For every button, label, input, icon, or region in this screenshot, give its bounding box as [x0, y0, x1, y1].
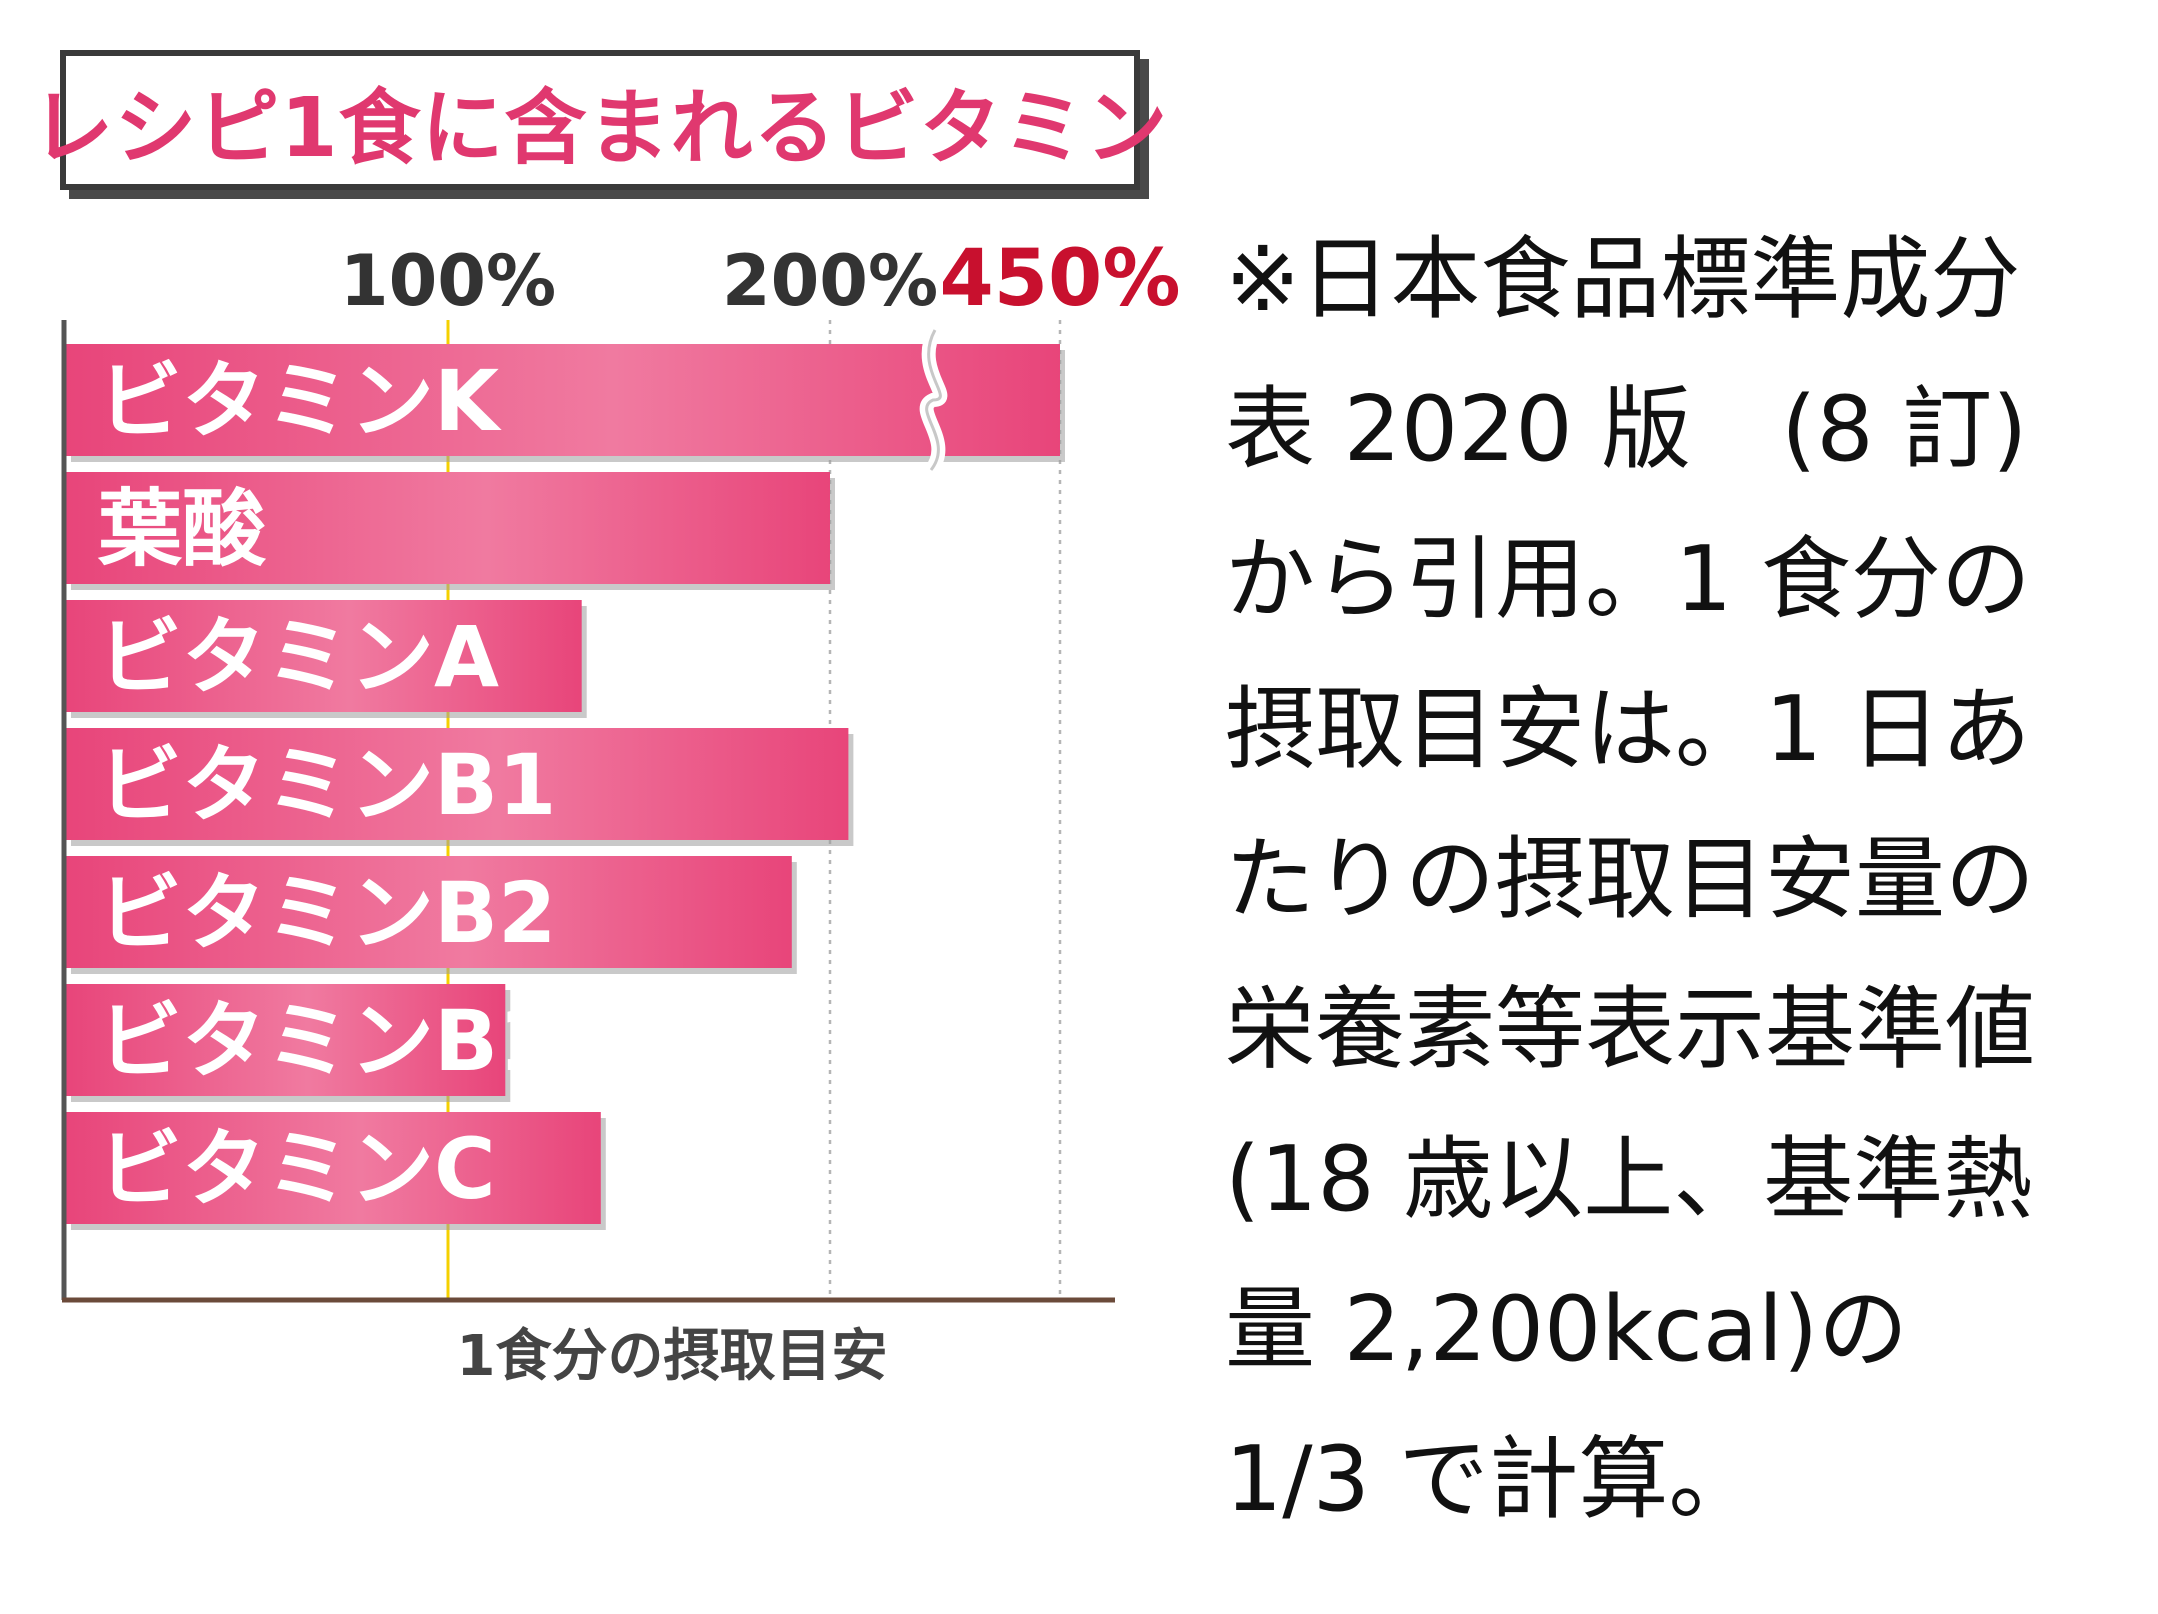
source-note: ※日本食品標準成分 表 2020 版 (8 訂) から引用。1 食分の 摂取目安…: [1225, 227, 2035, 1532]
reference-label-450: 450%: [940, 234, 1181, 324]
bar-ビタミンB12: [66, 984, 506, 1096]
bar-label-葉酸: 葉酸: [97, 480, 267, 578]
axis-break-outline: [925, 329, 942, 471]
bar-label-ビタミンK: ビタミンK: [98, 352, 502, 450]
reference-label-100: 100%: [340, 240, 556, 322]
bar-label-ビタミンB2: ビタミンB2: [98, 864, 556, 962]
bar-label-ビタミンB12: ビタミンB12: [98, 992, 615, 1090]
x-axis-label: 1食分の摂取目安: [457, 1324, 888, 1389]
bar-ビタミンB1: [66, 728, 849, 840]
bar-ビタミンC: [66, 1112, 601, 1224]
chart-title: レシピ1食に含まれるビタミン: [31, 80, 1169, 176]
reference-label-200: 200%: [722, 240, 938, 322]
chart-title-box: レシピ1食に含まれるビタミン: [31, 50, 1168, 190]
bar-ビタミンA: [66, 600, 582, 712]
bar-label-ビタミンB1: ビタミンB1: [98, 736, 556, 834]
bar-ビタミンB2: [66, 856, 792, 968]
bar-label-ビタミンC: ビタミンC: [98, 1120, 496, 1218]
bar-label-ビタミンA: ビタミンA: [98, 608, 499, 706]
bar-ビタミンK: [66, 344, 1060, 456]
bar-葉酸: [66, 472, 830, 584]
